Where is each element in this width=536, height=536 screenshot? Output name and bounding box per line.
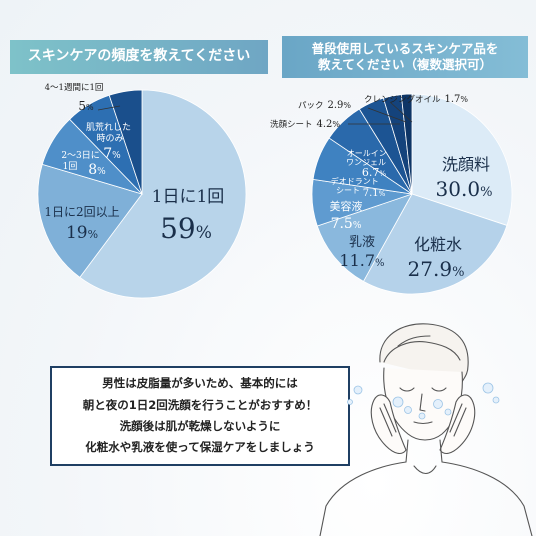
- right-slice-8: [400, 93, 413, 195]
- slice-pct-serum: 7.5%: [331, 216, 362, 232]
- right-slice-1: [362, 193, 508, 295]
- slice-pct-face-wash: 30.0%: [436, 177, 493, 201]
- slice-label-toner: 化粧水: [414, 235, 462, 254]
- slice-label-weekly: 4〜1週間に1回: [45, 83, 104, 93]
- right-chart-banner: 普段使用しているスキンケア品を 教えてください（複数選択可）: [282, 36, 528, 78]
- slice-label-deodorant: デオドラント シート: [331, 176, 382, 195]
- skincare-items-pie-slices: [311, 93, 513, 295]
- leader-line-cleansing-oil: [389, 101, 413, 123]
- slice-label-serum: 美容液: [330, 199, 363, 213]
- slice-pct-daily-twice: 19%: [66, 223, 98, 243]
- slice-label-all-in-one: オールイン ワンジェル: [346, 149, 389, 167]
- leader-line-weekly: [97, 105, 121, 111]
- slice-pct-every-2-3-days: 8%: [88, 162, 106, 178]
- slice-pct-toner: 27.9%: [408, 257, 465, 281]
- advice-line-2: 朝と夜の1日2回洗顔を行うことがおすすめ！: [82, 397, 318, 412]
- advice-line-3: 洗顔後は肌が乾燥しないように: [119, 419, 281, 433]
- skincare-items-pie-chart: 洗顔料 30.0% 化粧水 27.9% 乳液 11.7% 美容液 7.5% デオ…: [270, 93, 513, 295]
- left-chart-title: スキンケアの頻度を教えてください: [27, 48, 251, 65]
- slice-label-daily-twice: 1日に2回以上: [44, 205, 119, 219]
- man-washing-face-illustration: [319, 323, 533, 536]
- slice-pct-milk: 11.7%: [339, 251, 384, 270]
- slice-label-face-wash: 洗顔料: [442, 155, 490, 174]
- right-slice-0: [411, 93, 513, 226]
- right-chart-title-line2: 教えてください（複数選択可）: [317, 57, 492, 72]
- advice-message-box: 男性は皮脂量が多いため、基本的には 朝と夜の1日2回洗顔を行うことがおすすめ！ …: [50, 366, 350, 466]
- frequency-pie-chart: 1日に1回 59% 1日に2回以上 19% 2〜3日に 1回 8% 肌荒れした …: [37, 83, 247, 299]
- slice-pct-daily-once: 59%: [160, 212, 212, 245]
- slice-label-rough-skin: 肌荒れした 時のみ: [86, 122, 134, 144]
- advice-line-4: 化粧水や乳液を使って保湿ケアをしましょう: [85, 440, 315, 455]
- left-slice-4: [108, 89, 143, 195]
- right-chart-title-line1: 普段使用しているスキンケア品を: [311, 41, 499, 57]
- left-chart-banner: スキンケアの頻度を教えてください: [10, 40, 268, 74]
- slice-label-milk: 乳液: [349, 235, 375, 250]
- left-slice-0: [79, 89, 247, 299]
- slice-label-cleansing-oil: クレンジングオイル 1.7%: [364, 94, 468, 105]
- advice-line-1: 男性は皮脂量が多いため、基本的には: [102, 376, 298, 391]
- slice-pct-rough-skin: 7%: [103, 146, 121, 162]
- slice-pct-all-in-one: 6.7%: [362, 166, 387, 179]
- leader-line-pack: [367, 107, 407, 123]
- slice-pct-weekly: 5%: [78, 99, 94, 113]
- slice-label-daily-once: 1日に1回: [152, 187, 225, 207]
- slice-label-face-sheet: 洗顔シート 4.2%: [270, 119, 340, 130]
- slice-pct-deodorant: 7.1%: [363, 188, 386, 199]
- slice-label-every-2-3-days: 2〜3日に 1回: [61, 150, 102, 172]
- left-slice-1: [37, 163, 143, 278]
- right-slice-2: [316, 193, 413, 282]
- frequency-pie-slices: [37, 89, 247, 299]
- slice-label-pack: パック 2.9%: [298, 100, 351, 111]
